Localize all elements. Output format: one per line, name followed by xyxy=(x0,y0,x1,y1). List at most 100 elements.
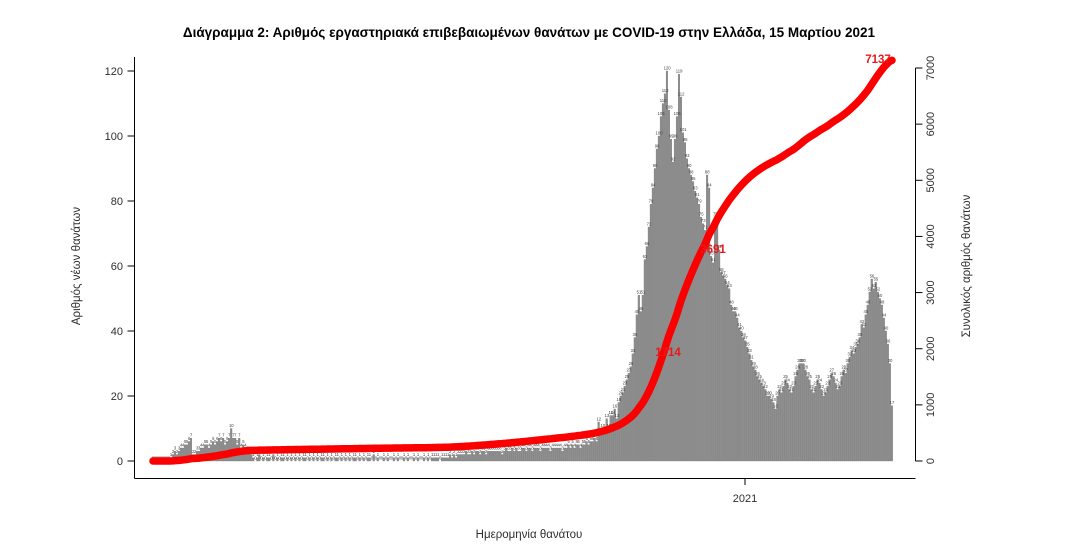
bar-value-label: 1 xyxy=(327,452,330,457)
bar xyxy=(453,454,456,462)
bar xyxy=(563,447,566,462)
left-axis-title: Αριθμός νέων θανάτων xyxy=(71,207,83,326)
bar-value-label: 1 xyxy=(256,452,259,457)
bar xyxy=(412,457,415,462)
bar xyxy=(828,379,831,462)
bar xyxy=(700,217,703,462)
bar xyxy=(850,350,853,462)
bar-value-label: 5 xyxy=(576,439,579,444)
bar xyxy=(804,369,807,462)
bar-value-label: 34 xyxy=(849,345,854,350)
bar xyxy=(581,444,584,462)
bar-value-label: 33 xyxy=(852,348,857,353)
bar xyxy=(760,382,763,462)
bar xyxy=(671,161,674,462)
bar-value-label: 3 xyxy=(531,446,534,451)
bar xyxy=(525,451,528,462)
bar-value-label: 20 xyxy=(765,390,770,395)
bar-value-label: 40 xyxy=(739,325,744,330)
bar xyxy=(402,457,405,462)
bar-value-label: 42 xyxy=(860,319,865,324)
bar xyxy=(798,363,801,462)
bar-value-label: 0 xyxy=(270,455,273,460)
bar-value-label: 5 xyxy=(578,439,581,444)
bar xyxy=(704,230,707,462)
bar xyxy=(782,386,785,462)
bar xyxy=(298,457,301,462)
bar xyxy=(844,373,847,462)
bar xyxy=(848,356,851,462)
bar xyxy=(495,451,498,462)
bar xyxy=(677,74,680,462)
bar-value-label: 1 xyxy=(427,452,430,457)
bar-value-label: 24 xyxy=(785,377,790,382)
bar xyxy=(362,457,365,462)
bar xyxy=(810,389,813,462)
bar xyxy=(824,392,827,462)
bar xyxy=(820,389,823,462)
bar-value-label: 1 xyxy=(268,452,271,457)
bar-value-label: 30 xyxy=(799,358,804,363)
cumulative-line-path xyxy=(149,56,896,465)
right-tick-label: 4000 xyxy=(925,224,937,248)
bar-value-label: 20 xyxy=(619,390,624,395)
bar-value-label: 22 xyxy=(835,384,840,389)
bar xyxy=(679,96,683,462)
bar-value-label: 55 xyxy=(874,277,879,282)
bar-value-label: 2 xyxy=(449,449,452,454)
bar xyxy=(587,444,590,462)
bar xyxy=(874,282,877,462)
bar-value-label: 18 xyxy=(617,397,622,402)
bar-value-label: 25 xyxy=(625,374,630,379)
bar xyxy=(535,447,538,462)
bar xyxy=(276,457,279,462)
bar xyxy=(860,324,863,462)
bar-value-label: 0 xyxy=(421,455,424,460)
bar-value-label: 20 xyxy=(775,390,780,395)
bar xyxy=(340,457,343,462)
bar xyxy=(778,389,781,462)
bar xyxy=(515,447,518,462)
bar xyxy=(461,454,464,462)
bar xyxy=(669,139,672,462)
bar-value-label: 0 xyxy=(439,455,442,460)
bar-value-label: 27 xyxy=(843,368,848,373)
right-tick-label: 5000 xyxy=(925,168,937,192)
bar-value-label: 3 xyxy=(507,446,510,451)
bar-value-label: 10 xyxy=(600,423,605,428)
bar xyxy=(479,454,482,462)
bar-value-label: 50 xyxy=(878,293,883,298)
bar-value-label: 24 xyxy=(833,377,838,382)
bar-value-label: 0 xyxy=(365,455,368,460)
bar-value-label: 0 xyxy=(375,455,378,460)
bar xyxy=(836,389,839,462)
bar-value-label: 0 xyxy=(260,455,263,460)
bar-value-label: 6 xyxy=(590,436,593,441)
bar xyxy=(537,447,540,462)
bar xyxy=(533,447,536,462)
bar-value-label: 5 xyxy=(184,439,187,444)
bar xyxy=(543,447,546,462)
bar-value-label: 1 xyxy=(276,452,279,457)
bar-value-label: 1 xyxy=(387,452,390,457)
bar xyxy=(633,337,636,462)
bar-value-label: 58 xyxy=(719,267,724,272)
bar-value-label: 4 xyxy=(547,442,550,447)
bar-value-label: 4 xyxy=(555,442,558,447)
bar-value-label: 7 xyxy=(190,433,193,438)
bar xyxy=(521,447,524,462)
right-tick-label: 1000 xyxy=(925,393,937,417)
bar-value-label: 56 xyxy=(870,273,875,278)
bar xyxy=(406,457,409,462)
bar-value-label: 5 xyxy=(568,439,571,444)
bar-value-label: 26 xyxy=(805,371,810,376)
bar xyxy=(266,457,269,462)
bar-value-label: 4 xyxy=(557,442,560,447)
bar-value-label: 106 xyxy=(658,111,666,116)
bar-value-label: 3 xyxy=(509,446,512,451)
bar-value-label: 98 xyxy=(683,137,688,142)
bar-value-label: 6 xyxy=(216,436,219,441)
bar xyxy=(732,311,735,462)
bar-value-label: 1 xyxy=(403,452,406,457)
left-tick-label: 100 xyxy=(105,131,123,143)
